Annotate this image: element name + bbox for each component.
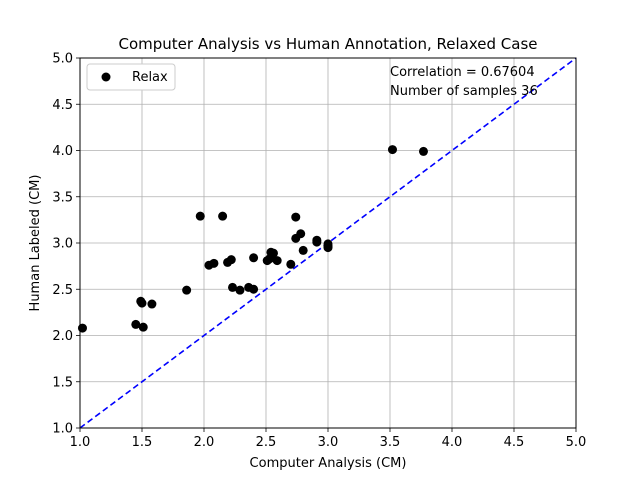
- y-axis-label: Human Labeled (CM): [28, 175, 43, 312]
- x-tick-label: 2.5: [256, 435, 277, 450]
- data-point: [226, 255, 236, 265]
- y-tick-label: 3.5: [52, 190, 73, 205]
- y-tick-label: 5.0: [52, 52, 73, 67]
- data-point: [291, 212, 301, 222]
- y-tick-label: 2.0: [52, 329, 73, 344]
- data-point: [312, 237, 322, 247]
- data-point: [249, 284, 259, 294]
- y-tick-label: 1.5: [52, 375, 73, 390]
- x-axis-ticks: 1.0 1.5 2.0 2.5 3.0 3.5 4.0 4.5 5.0: [70, 428, 587, 450]
- legend-box: [86, 63, 176, 91]
- data-point: [268, 248, 278, 258]
- legend: Relax: [86, 63, 176, 91]
- y-tick-label: 4.5: [52, 98, 73, 113]
- grid-lines: [79, 57, 577, 429]
- data-point: [296, 229, 306, 239]
- x-tick-label: 2.0: [194, 435, 215, 450]
- data-point: [137, 298, 147, 308]
- data-point: [249, 253, 259, 263]
- x-tick-label: 4.0: [442, 435, 463, 450]
- data-point: [228, 282, 238, 292]
- x-tick-label: 1.5: [132, 435, 153, 450]
- data-point: [286, 259, 296, 269]
- x-tick-label: 3.5: [380, 435, 401, 450]
- chart-title: Computer Analysis vs Human Annotation, R…: [118, 35, 537, 53]
- data-point: [272, 256, 282, 266]
- data-point: [218, 211, 228, 221]
- data-point: [182, 285, 192, 295]
- y-tick-label: 4.0: [52, 144, 73, 159]
- y-tick-label: 2.5: [52, 283, 73, 298]
- x-tick-label: 1.0: [70, 435, 91, 450]
- x-tick-label: 3.0: [318, 435, 339, 450]
- data-point: [147, 299, 157, 309]
- data-point: [195, 211, 205, 221]
- legend-marker: [101, 72, 111, 82]
- y-axis-ticks: 1.0 1.5 2.0 2.5 3.0 3.5 4.0 4.5 5.0: [52, 52, 80, 437]
- data-point: [323, 243, 333, 253]
- data-point: [418, 146, 428, 156]
- correlation-annotation: Correlation = 0.67604: [390, 65, 535, 80]
- x-tick-label: 5.0: [566, 435, 587, 450]
- x-axis-label: Computer Analysis (CM): [250, 456, 407, 471]
- y-tick-label: 3.0: [52, 237, 73, 252]
- legend-label: Relax: [132, 70, 168, 85]
- data-points: [77, 145, 428, 333]
- data-point: [138, 322, 148, 332]
- data-point: [131, 319, 141, 329]
- x-tick-label: 4.5: [504, 435, 525, 450]
- data-point: [387, 145, 397, 155]
- data-point: [77, 323, 87, 333]
- y-tick-label: 1.0: [52, 422, 73, 437]
- sample-count-annotation: Number of samples 36: [390, 84, 538, 99]
- data-point: [235, 285, 245, 295]
- data-point: [209, 258, 219, 268]
- data-point: [298, 245, 308, 255]
